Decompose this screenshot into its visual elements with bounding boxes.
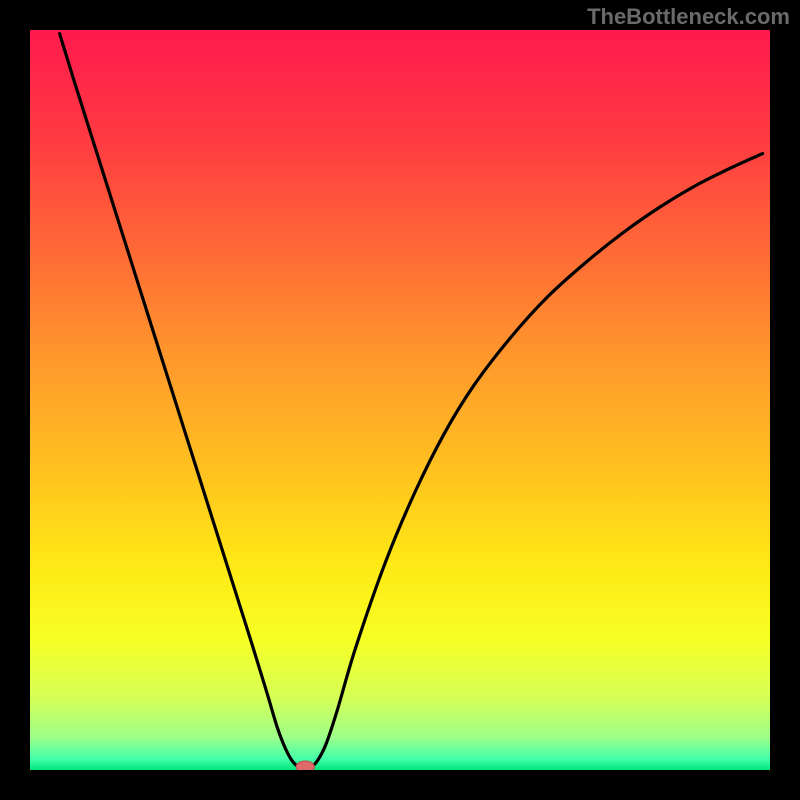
bottleneck-curve-chart [30, 30, 770, 770]
plot-area [30, 30, 770, 770]
optimal-point-marker [296, 761, 314, 770]
gradient-background [30, 30, 770, 770]
watermark-text: TheBottleneck.com [587, 4, 790, 30]
figure-frame: TheBottleneck.com [0, 0, 800, 800]
